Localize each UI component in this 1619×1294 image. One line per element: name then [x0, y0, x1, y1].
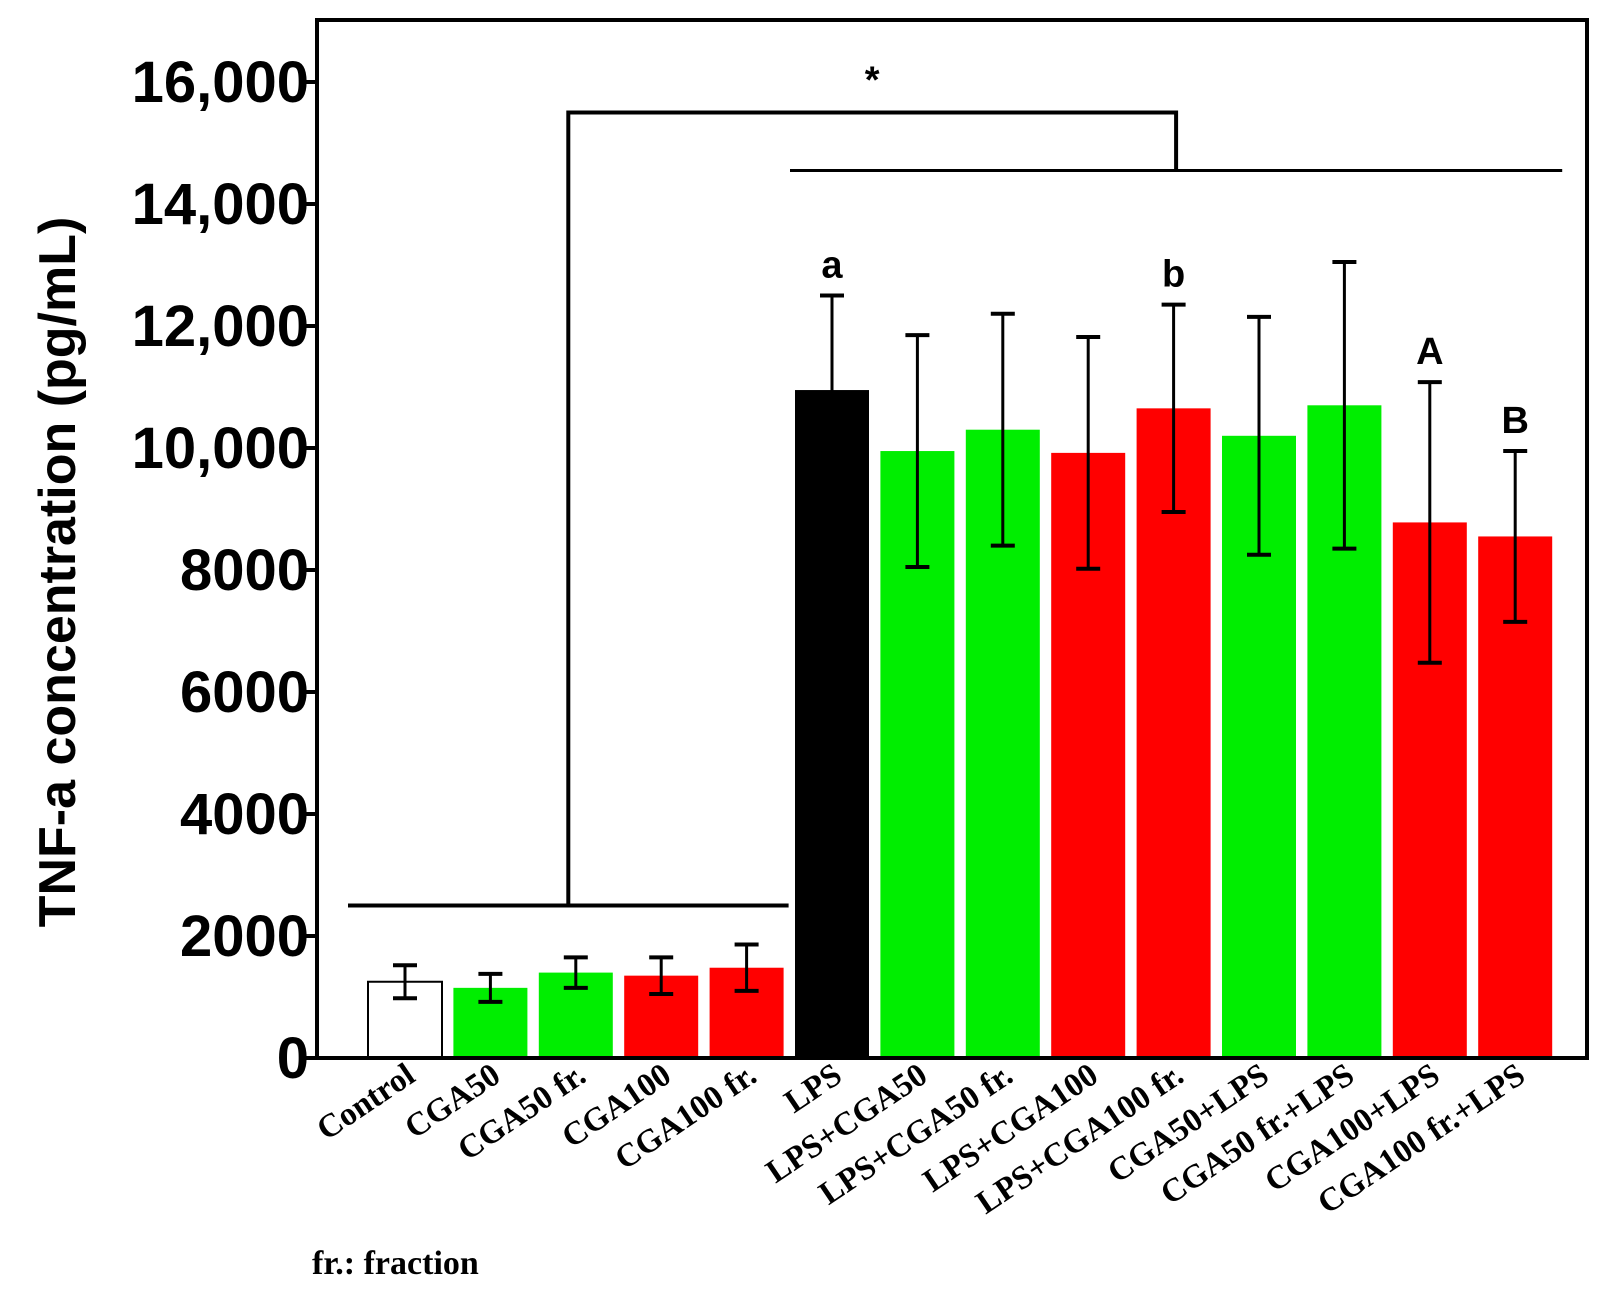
y-axis-title: TNF-a concentration (pg/mL): [29, 217, 87, 928]
footnote: fr.: fraction: [312, 1245, 479, 1282]
error-bar-9: [1161, 302, 1186, 515]
bar-5: [795, 390, 869, 1058]
significance-bracket: [566, 110, 1179, 906]
error-bar-7: [990, 311, 1015, 548]
bars-layer: [367, 390, 1553, 1059]
error-bar-8: [1076, 334, 1101, 571]
bar-annotation-9: b: [1162, 254, 1185, 296]
ytick-label-5: 10,000: [132, 416, 309, 481]
error-bars-layer: [393, 259, 1528, 1004]
significance-bracket-layer: [348, 110, 1563, 908]
ytick-label-8: 16,000: [132, 50, 309, 115]
ytick-label-7: 14,000: [132, 172, 309, 237]
error-bar-6: [905, 333, 930, 569]
error-bar-10: [1247, 314, 1271, 557]
bar-annotation-5: a: [821, 245, 843, 287]
bar-annotation-13: B: [1501, 400, 1528, 442]
error-bar-3: [649, 955, 674, 996]
error-bar-5: [820, 293, 844, 487]
ytick-label-6: 12,000: [132, 294, 309, 359]
plot-frame: [315, 18, 1589, 1060]
bar-9: [1136, 408, 1211, 1059]
ytick-label-2: 4000: [180, 782, 309, 847]
error-bar-1: [478, 971, 503, 1004]
significance-label: *: [865, 60, 880, 102]
error-bar-2: [563, 955, 588, 990]
error-bar-4: [734, 942, 759, 993]
ytick-label-1: 2000: [180, 904, 309, 969]
axes-layer: [305, 18, 1589, 1060]
error-bar-13: [1503, 449, 1528, 624]
error-bar-0: [393, 963, 417, 1001]
bar-annotation-12: A: [1416, 331, 1443, 373]
error-bar-12: [1417, 380, 1442, 665]
ytick-label-4: 8000: [180, 538, 309, 603]
error-bar-11: [1332, 259, 1357, 551]
ytick-label-3: 6000: [180, 660, 309, 725]
ytick-label-0: 0: [277, 1026, 309, 1091]
